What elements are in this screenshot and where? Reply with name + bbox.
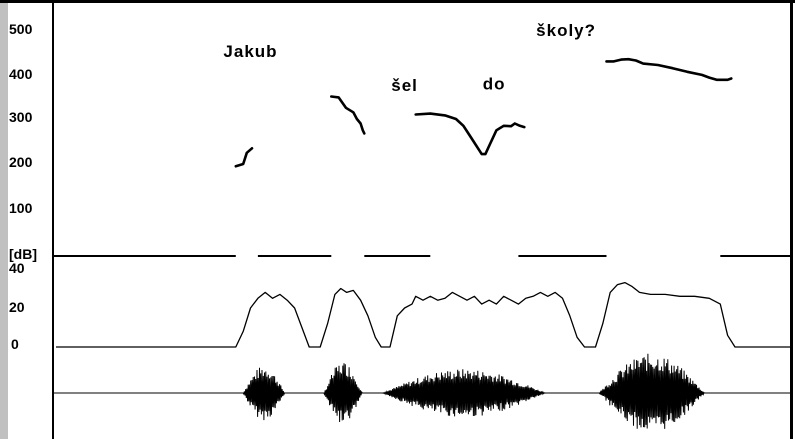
pitch-tick-label: 500 (9, 21, 33, 37)
word-label: Jakub (223, 42, 277, 61)
waveform-burst (598, 353, 721, 429)
word-label: šel (391, 76, 418, 95)
word-label-group: Jakub šel do školy? (223, 21, 596, 95)
intensity-tick-label: 0 (11, 336, 19, 352)
pitch-contour (605, 57, 733, 82)
pitch-tick-label: 100 (9, 200, 33, 216)
pitch-contour-group (234, 57, 733, 168)
word-label: do (483, 74, 506, 93)
word-label: školy? (536, 21, 596, 40)
pitch-tick-labels: 500 400 300 200 100 (9, 21, 33, 216)
waveform-burst (382, 369, 570, 417)
intensity-contour (56, 281, 790, 348)
intensity-contour-group (56, 281, 790, 348)
pitch-tick-label: 400 (9, 66, 33, 82)
intensity-tick-label: 20 (9, 299, 25, 315)
intensity-tick-labels: [dB] 40 20 0 (9, 246, 37, 352)
waveform-burst (323, 363, 368, 423)
pitch-tick-label: 200 (9, 154, 33, 170)
axis-strip (0, 0, 8, 439)
pitch-tick-label: 300 (9, 109, 33, 125)
pitch-contour (234, 147, 254, 168)
intensity-tick-label: 40 (9, 260, 25, 276)
waveform-group (53, 353, 790, 429)
intensity-axis-label: [dB] (9, 246, 37, 262)
pitch-contour (414, 112, 526, 156)
pitch-contour (330, 95, 366, 135)
waveform-burst (242, 367, 291, 421)
